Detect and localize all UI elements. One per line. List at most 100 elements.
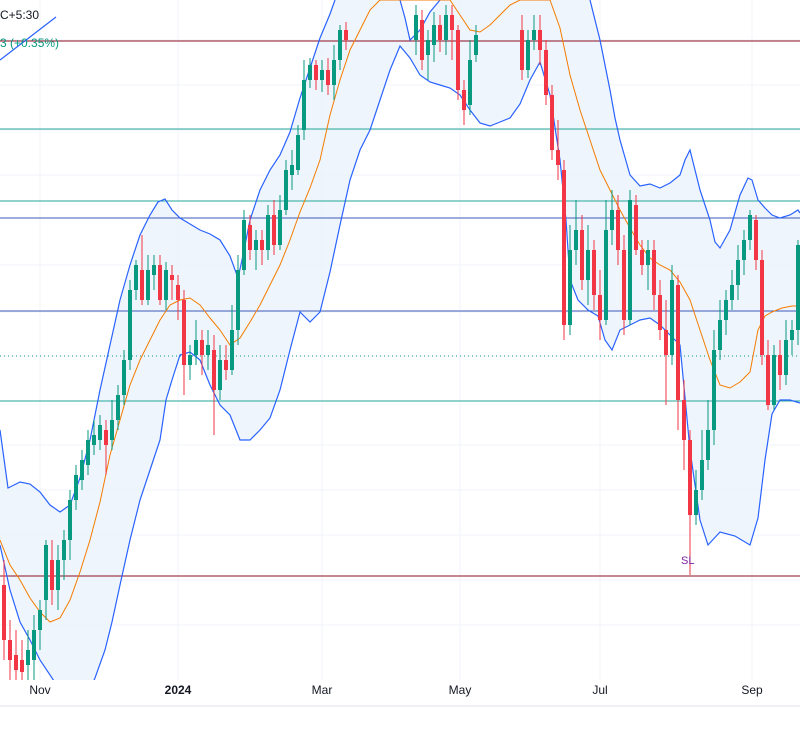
candle-body [188, 355, 192, 365]
candle-up [74, 465, 78, 510]
candle-body [580, 230, 584, 280]
candle-body [326, 70, 330, 85]
candle-down [272, 200, 276, 255]
candle-body [2, 585, 6, 640]
candle-up [748, 210, 752, 250]
candle-body [444, 15, 448, 40]
candle-body [242, 220, 246, 270]
candle-body [616, 210, 620, 250]
candle-body [414, 15, 418, 40]
candle-down [20, 640, 24, 680]
candle-body [50, 560, 54, 590]
candle-down [682, 380, 686, 470]
candle-down [598, 270, 602, 340]
candle-up [254, 230, 258, 270]
candle-down [212, 335, 216, 435]
candle-body [742, 240, 746, 260]
candle-up [266, 205, 270, 260]
candle-down [260, 230, 264, 265]
candle-body [604, 230, 608, 320]
candle-up [574, 200, 578, 265]
candle-up [568, 225, 572, 335]
candle-body [200, 340, 204, 355]
candle-body [474, 35, 478, 55]
candle-down [766, 340, 770, 410]
candle-body [182, 300, 186, 365]
candle-body [224, 360, 228, 370]
candle-down [616, 195, 620, 265]
candle-body [236, 270, 240, 330]
candle-body [562, 170, 566, 325]
candle-up [116, 385, 120, 430]
candle-body [574, 230, 578, 250]
timezone-label: C+5:30 [0, 8, 40, 22]
time-axis[interactable] [0, 680, 800, 706]
candle-up [742, 230, 746, 275]
candle-up [628, 190, 632, 325]
candle-up [604, 200, 608, 325]
candle-down [676, 275, 680, 430]
candle-up [56, 545, 60, 610]
candle-body [532, 30, 536, 40]
candle-body [438, 25, 442, 40]
candle-body [14, 655, 18, 670]
candle-body [790, 330, 794, 340]
candle-body [784, 340, 788, 375]
candle-up [320, 60, 324, 92]
candle-body [652, 250, 656, 295]
candle-body [332, 60, 336, 85]
candle-down [556, 120, 560, 180]
candle-down [652, 240, 656, 310]
candle-down [622, 235, 626, 335]
candle-down [462, 80, 466, 125]
candle-up [284, 160, 288, 215]
candle-body [634, 205, 638, 250]
candle-body [754, 220, 758, 260]
candle-body [724, 300, 728, 320]
candle-body [766, 355, 770, 405]
candle-body [538, 30, 542, 50]
candle-body [116, 395, 120, 420]
trend-line[interactable] [0, 16, 57, 61]
candle-body [266, 215, 270, 250]
candle-body [290, 165, 294, 175]
candle-down [2, 560, 6, 660]
candle-up [62, 530, 66, 580]
candle-up [706, 400, 710, 470]
candle-down [592, 240, 596, 310]
candle-up [134, 260, 138, 300]
candle-body [622, 250, 626, 320]
candle-body [20, 660, 24, 672]
candle-up [784, 320, 788, 385]
candle-down [520, 15, 524, 80]
candle-body [44, 545, 48, 600]
candle-body [206, 345, 210, 355]
candle-body [92, 435, 96, 445]
time-axis-tick-label: Sep [741, 683, 763, 697]
candle-down [224, 345, 228, 380]
candle-body [520, 30, 524, 70]
candle-body [344, 30, 348, 40]
candle-body [676, 285, 680, 400]
candle-body [302, 80, 306, 130]
candle-up [242, 210, 246, 275]
candle-up [468, 40, 472, 115]
candle-down [580, 215, 584, 290]
candle-body [194, 340, 198, 355]
candle-up [432, 12, 436, 62]
time-axis-tick-label: Mar [312, 683, 333, 697]
candle-down [248, 215, 252, 260]
candle-body [320, 70, 324, 80]
candle-body [556, 150, 560, 165]
candle-body [140, 270, 144, 300]
candle-down [104, 420, 108, 475]
candle-body [664, 330, 668, 355]
candle-body [544, 50, 548, 95]
candle-body [254, 240, 258, 250]
candle-body [104, 430, 108, 445]
candle-up [80, 450, 84, 490]
candle-down [760, 250, 764, 365]
candle-down [50, 540, 54, 605]
